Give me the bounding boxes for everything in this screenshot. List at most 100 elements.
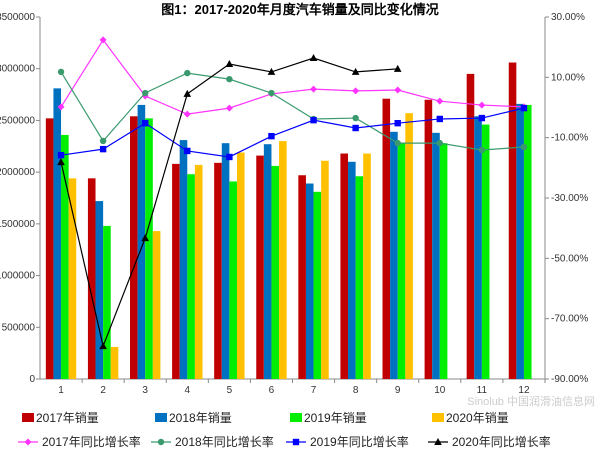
point-2018年同比增长率-8 (352, 114, 359, 122)
bar-2018年销量-10 (432, 132, 440, 379)
bar-2019年销量-2 (103, 225, 111, 379)
point-2017年同比增长率-9 (394, 86, 402, 94)
point-2020年同比增长率-3 (141, 234, 150, 242)
right-tick-label: -90.00% (551, 374, 588, 385)
legend-marker-2017年同比增长率 (24, 438, 32, 446)
x-tick-label: 3 (142, 385, 148, 396)
point-2019年同比增长率-11 (478, 114, 486, 122)
legend-label-2017年同比增长率: 2017年同比增长率 (42, 434, 141, 449)
point-2017年同比增长率-5 (225, 104, 233, 112)
bar-2019年销量-7 (313, 191, 322, 379)
point-2019年同比增长率-4 (184, 147, 191, 155)
point-2020年同比增长率-1 (57, 158, 65, 166)
bar-2019年销量-10 (439, 143, 448, 379)
point-2018年同比增长率-5 (226, 75, 233, 83)
bar-2020年销量-6 (279, 141, 287, 379)
point-2019年同比增长率-2 (99, 145, 107, 153)
bar-2019年销量-12 (523, 104, 532, 380)
point-2020年同比增长率-5 (225, 60, 234, 68)
bar-2018年销量-2 (95, 201, 104, 379)
bar-2018年销量-12 (516, 103, 524, 379)
bar-2018年销量-7 (305, 183, 314, 379)
point-2018年同比增长率-2 (99, 137, 107, 145)
legend-swatch-2020年销量 (432, 413, 444, 422)
x-tick-label: 4 (185, 385, 191, 396)
x-tick-label: 6 (269, 385, 275, 396)
point-2020年同比增长率-6 (267, 67, 276, 75)
left-tick-label: 0 (29, 374, 35, 385)
bar-2017年销量-4 (172, 163, 180, 379)
point-2019年同比增长率-5 (226, 153, 233, 161)
legend-marker-2018年同比增长率 (157, 438, 165, 446)
bar-2018年销量-4 (179, 140, 188, 379)
point-2018年同比增长率-12 (520, 143, 528, 151)
point-2019年同比增长率-7 (310, 116, 317, 124)
bar-2018年销量-11 (474, 116, 482, 379)
line-2018年同比增长率 (60, 71, 525, 151)
watermark: Sinolub 中国润滑油信息网 (467, 394, 595, 408)
left-tick-label: 2500000 (0, 115, 35, 126)
bar-2020年销量-9 (405, 113, 413, 379)
legend-marker-2019年同比增长率 (292, 438, 300, 446)
left-tick-label: 3000000 (0, 64, 35, 75)
bar-2020年销量-3 (152, 231, 161, 379)
point-2018年同比增长率-10 (436, 139, 443, 147)
point-2018年同比增长率-9 (394, 139, 401, 147)
legend-label-2017年销量: 2017年销量 (36, 411, 99, 425)
x-tick-label: 8 (353, 385, 359, 396)
legend-swatch-2019年销量 (290, 413, 302, 422)
legend-label-2019年销量: 2019年销量 (304, 411, 367, 425)
bar-2020年销量-8 (363, 153, 371, 379)
point-2020年同比增长率-7 (309, 54, 318, 62)
point-2020年同比增长率-4 (183, 89, 192, 97)
right-tick-label: -70.00% (551, 314, 588, 325)
bar-2017年销量-2 (87, 178, 96, 379)
bar-2020年销量-1 (68, 178, 77, 379)
right-tick-label: -10.00% (551, 133, 588, 144)
bar-2020年销量-5 (236, 152, 245, 379)
bar-2017年销量-12 (508, 62, 517, 379)
bar-2017年销量-11 (466, 73, 475, 379)
bar-2018年销量-8 (348, 161, 356, 379)
legend-label-2018年销量: 2018年销量 (169, 411, 232, 425)
left-tick-label: 500000 (2, 322, 36, 333)
bar-2017年销量-8 (340, 153, 349, 379)
x-tick-label: 10 (434, 385, 446, 396)
bar-2017年销量-1 (45, 118, 54, 380)
point-2018年同比增长率-3 (142, 89, 149, 97)
point-2019年同比增长率-10 (436, 115, 443, 123)
bar-2018年销量-6 (263, 144, 272, 379)
left-tick-label: 1500000 (0, 219, 35, 230)
legend-label-2020年销量: 2020年销量 (446, 411, 509, 425)
bar-2018年销量-1 (53, 88, 62, 379)
right-tick-label: 10.00% (551, 72, 585, 83)
legend-label-2018年同比增长率: 2018年同比增长率 (175, 434, 274, 449)
legend-label-2020年同比增长率: 2020年同比增长率 (452, 434, 551, 449)
point-2017年同比增长率-10 (436, 97, 444, 105)
bar-2018年销量-5 (221, 143, 230, 379)
point-2019年同比增长率-8 (352, 124, 359, 132)
bar-2020年销量-2 (110, 346, 119, 379)
point-2019年同比增长率-6 (268, 132, 275, 140)
point-2018年同比增长率-1 (57, 68, 65, 76)
bar-2019年销量-8 (355, 176, 364, 379)
point-2017年同比增长率-1 (57, 103, 65, 111)
legend-label-2019年同比增长率: 2019年同比增长率 (310, 434, 409, 449)
bar-2018年销量-9 (390, 131, 398, 379)
bar-2019年销量-4 (187, 174, 195, 379)
bar-2019年销量-5 (229, 181, 237, 379)
bar-2017年销量-5 (214, 162, 222, 379)
right-tick-label: 30.00% (551, 12, 585, 23)
left-tick-label: 3500000 (0, 12, 35, 23)
bar-2020年销量-4 (194, 164, 203, 379)
x-tick-label: 7 (311, 385, 317, 396)
bar-2017年销量-9 (382, 98, 391, 380)
bar-2018年销量-3 (137, 104, 146, 380)
bar-2019年销量-3 (145, 118, 153, 380)
bar-2017年销量-7 (298, 175, 306, 379)
point-2017年同比增长率-8 (352, 87, 360, 95)
point-2018年同比增长率-4 (184, 69, 191, 77)
x-tick-label: 12 (518, 385, 530, 396)
point-2017年同比增长率-7 (310, 85, 318, 93)
